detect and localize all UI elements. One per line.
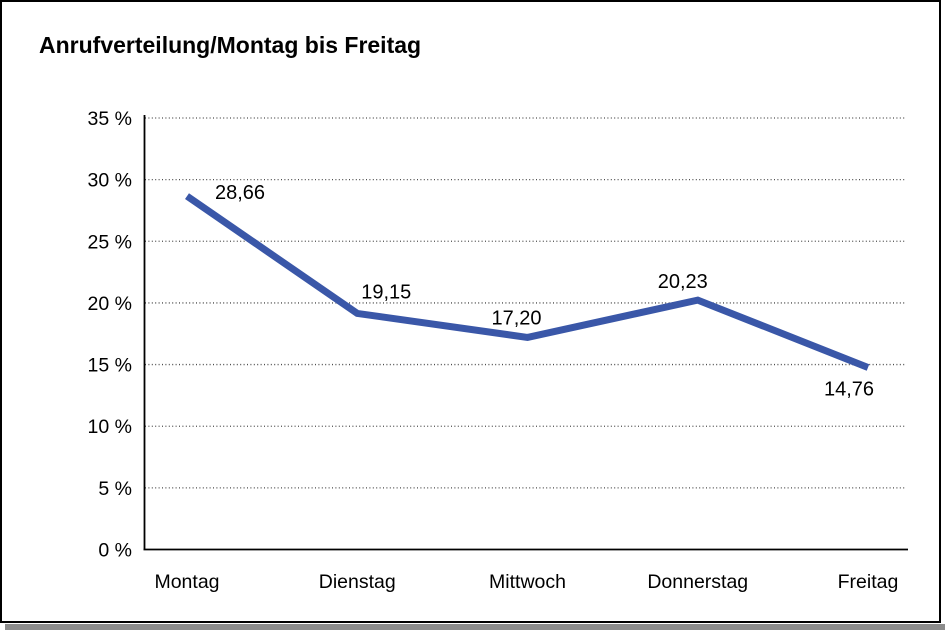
y-tick-label: 10 % xyxy=(88,416,132,438)
data-line xyxy=(185,193,870,371)
x-category-label-mittwoch: Mittwoch xyxy=(489,571,566,593)
y-tick-label: 15 % xyxy=(88,355,132,377)
data-point-label: 14,76 xyxy=(824,379,874,401)
y-tick-label: 5 % xyxy=(98,478,132,500)
x-category-label-freitag: Freitag xyxy=(838,571,899,593)
y-tick-label: 25 % xyxy=(88,231,132,253)
y-tick-label: 20 % xyxy=(88,293,132,315)
data-point-label: 28,66 xyxy=(215,182,265,204)
chart-title: Anrufverteilung/Montag bis Freitag xyxy=(39,32,422,58)
y-tick-label: 0 % xyxy=(98,540,132,562)
frame-shadow xyxy=(5,624,945,630)
data-point-label: 17,20 xyxy=(491,307,541,329)
x-category-label-montag: Montag xyxy=(154,571,219,593)
y-tick-label: 30 % xyxy=(88,170,132,192)
y-tick-label: 35 % xyxy=(88,108,132,130)
data-point-label: 20,23 xyxy=(658,271,708,293)
data-point-label: 19,15 xyxy=(361,281,411,303)
x-category-label-dienstag: Dienstag xyxy=(319,571,396,593)
x-category-label-donnerstag: Donnerstag xyxy=(647,571,748,593)
